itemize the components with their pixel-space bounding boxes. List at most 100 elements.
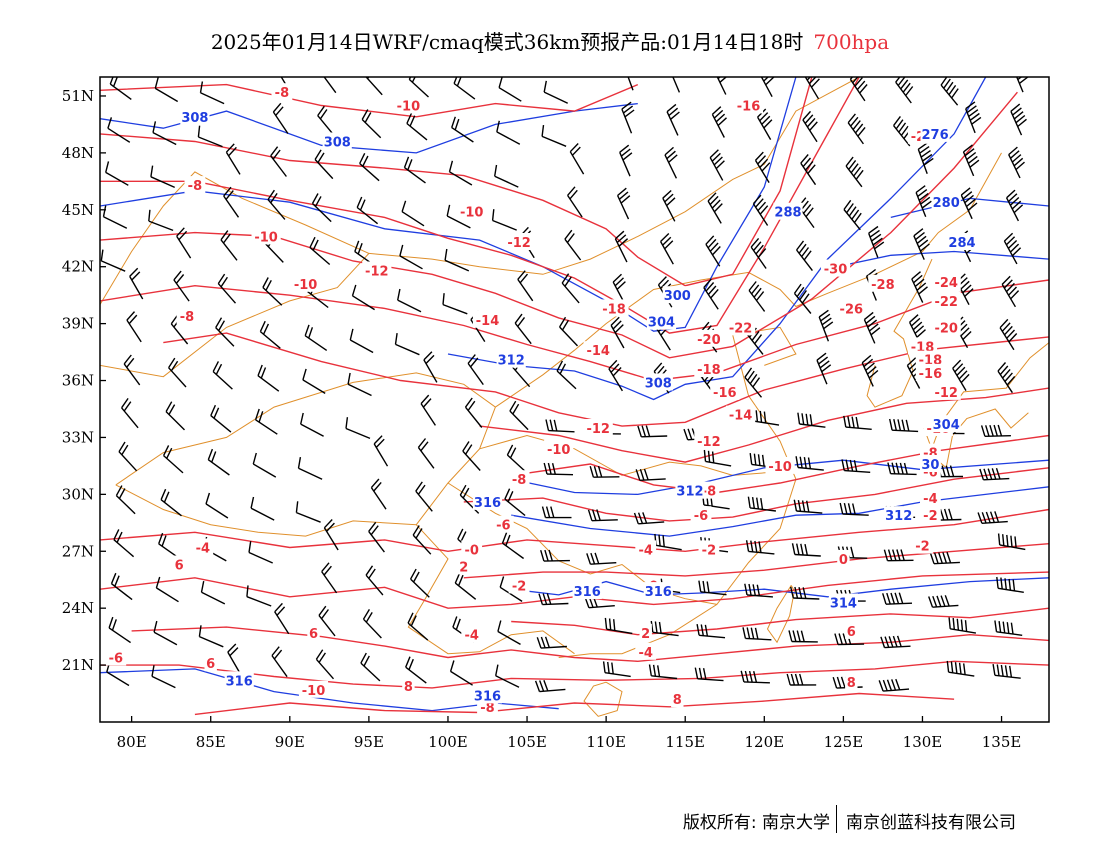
wind-barb	[800, 154, 817, 186]
y-tick-label: 48N	[62, 144, 94, 162]
wind-barb	[347, 372, 372, 397]
geopotential-height-contours	[100, 77, 1049, 712]
wind-barb	[839, 502, 869, 516]
temperature-contour-label: -16	[737, 100, 761, 115]
height-contour-label: 30	[921, 458, 939, 473]
title-level: 700hpa	[813, 30, 890, 54]
wind-barb	[569, 143, 585, 175]
x-tick-label: 115E	[665, 733, 705, 751]
wind-barb	[107, 117, 131, 143]
wind-barb	[309, 236, 331, 266]
wind-barb	[534, 679, 566, 693]
wind-barb	[368, 521, 385, 553]
wind-barb	[423, 351, 438, 383]
wind-barb	[1010, 103, 1027, 136]
temperature-contour-label-bg	[845, 673, 858, 691]
wind-barb	[295, 501, 321, 523]
wind-barb	[561, 273, 580, 304]
temperature-contour-label-bg	[931, 318, 961, 336]
temperature-contour-label-bg	[710, 382, 740, 400]
temperature-contour-label: -2	[702, 543, 716, 558]
temperature-contour-label: 6	[175, 559, 184, 574]
wind-barb	[304, 324, 328, 351]
temperature-contour-label-bg	[457, 202, 487, 220]
wind-barb	[648, 664, 678, 680]
wind-barb	[887, 462, 917, 476]
temperature-contour-label: -18	[697, 363, 721, 378]
wind-barb	[694, 667, 724, 682]
temperature-contour-label: -20	[934, 321, 958, 336]
y-tick-label: 39N	[62, 315, 94, 333]
height-contour-label: 316	[574, 585, 601, 600]
temperature-contour-label: -4	[638, 646, 652, 661]
temperature-contour-label-bg	[694, 360, 724, 378]
wind-barb	[999, 318, 1018, 351]
wind-barb	[994, 620, 1023, 636]
temperature-contour-label: 8	[847, 676, 856, 691]
wind-barb	[155, 576, 179, 603]
temperature-contour-label-bg	[583, 419, 613, 436]
wind-barb	[754, 151, 771, 183]
temperature-contour-label-bg	[907, 337, 938, 355]
height-contour-label: 316	[226, 674, 253, 689]
wind-barb	[318, 605, 336, 637]
wind-barb	[373, 435, 389, 467]
wind-barb	[446, 204, 471, 229]
wind-barb	[257, 364, 280, 392]
height-contour-label: 308	[645, 376, 672, 391]
temperature-contour-label: -14	[476, 314, 500, 329]
temperature-contour-label: -8	[188, 179, 202, 194]
temperature-contour-label-bg	[635, 540, 657, 558]
wind-barb	[314, 149, 334, 180]
wind-barb	[417, 438, 435, 469]
temperature-contour-label: -2	[512, 579, 526, 594]
footer-separator	[836, 805, 837, 833]
wind-barb	[868, 225, 885, 258]
wind-barb	[861, 354, 879, 387]
height-contour-label: 312	[676, 485, 703, 500]
y-tick-label: 36N	[62, 372, 94, 390]
wind-barb	[397, 288, 422, 313]
x-tick-label: 100E	[428, 733, 468, 751]
wind-barb	[449, 660, 473, 686]
wind-barb	[567, 186, 583, 218]
wind-barb	[790, 586, 820, 600]
wind-barb	[745, 540, 775, 555]
temperature-contour-label-bg	[931, 382, 961, 400]
wind-barb	[495, 664, 520, 688]
height-contour-label: 316	[474, 689, 501, 704]
temperature-contour-label-bg	[931, 291, 961, 309]
temperature-contour-label: -12	[934, 386, 958, 401]
wind-barb	[980, 424, 1011, 437]
temperature-contour-label: 2	[641, 627, 650, 642]
temperature-contour-label-bg	[836, 299, 866, 317]
wind-barb	[635, 468, 666, 481]
wind-barb	[616, 187, 631, 220]
wind-barb	[496, 120, 521, 145]
wind-barb	[543, 80, 569, 104]
wind-barb	[845, 156, 864, 188]
wind-barb	[587, 509, 618, 522]
wind-barb	[586, 552, 617, 565]
height-contour-label-bg	[322, 132, 352, 150]
height-contour-label: 312	[498, 354, 525, 369]
wind-barb	[977, 511, 1008, 524]
temperature-contour-label-bg	[599, 299, 629, 317]
temperature-contour-label: 6	[847, 625, 856, 640]
height-contour-label: 308	[181, 111, 208, 126]
height-contour-label: 300	[664, 289, 691, 304]
height-contour-label-bg	[180, 107, 210, 125]
temperature-contour-label: -8	[702, 485, 716, 500]
wind-barb	[113, 529, 135, 558]
wind-barb	[454, 572, 477, 600]
wind-barb	[602, 661, 631, 678]
temperature-contour-label: -4	[464, 629, 478, 644]
wind-barb	[499, 576, 523, 602]
wind-barb	[323, 77, 337, 94]
wind-barb	[217, 273, 237, 304]
temperature-contour-label: -22	[729, 321, 753, 336]
wind-barb	[154, 77, 179, 103]
wind-barb	[1008, 146, 1025, 179]
height-contour-label-bg	[947, 233, 977, 250]
wind-barb	[895, 77, 914, 104]
